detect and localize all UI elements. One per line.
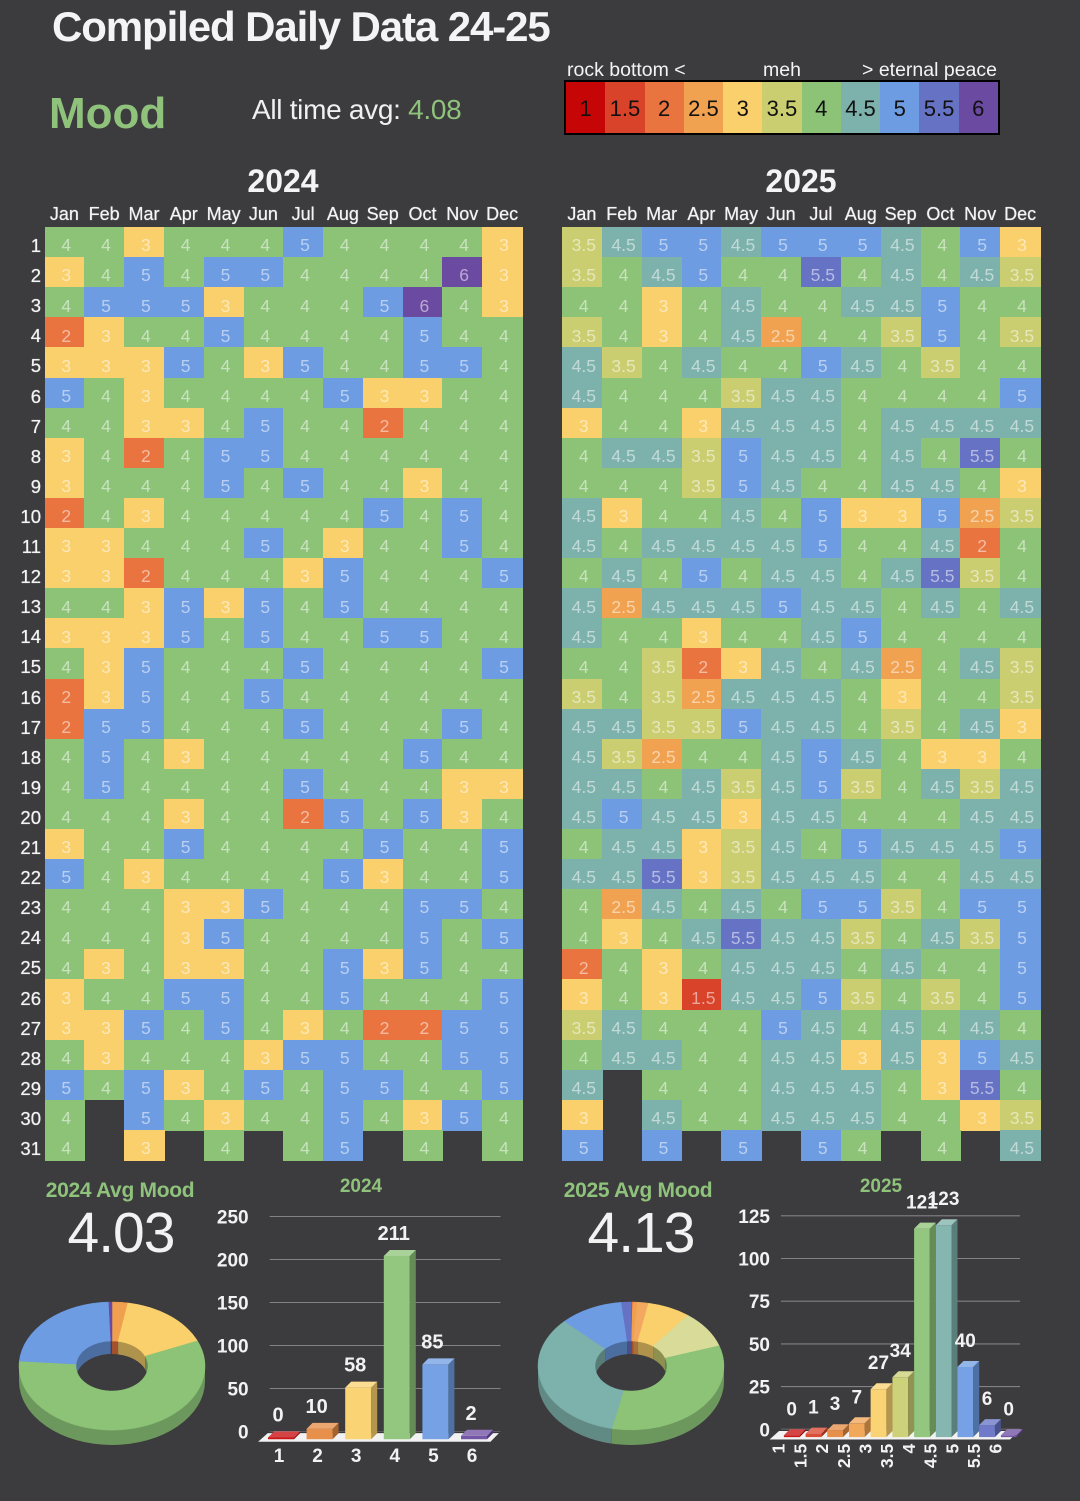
- svg-text:85: 85: [421, 1331, 443, 1353]
- svg-text:1: 1: [274, 1446, 285, 1467]
- svg-text:2.5: 2.5: [834, 1444, 854, 1469]
- svg-text:3.5: 3.5: [877, 1444, 897, 1469]
- svg-text:50: 50: [227, 1380, 248, 1401]
- svg-text:125: 125: [738, 1207, 770, 1228]
- svg-text:0: 0: [786, 1399, 797, 1420]
- svg-text:0: 0: [238, 1423, 249, 1444]
- svg-text:3: 3: [830, 1394, 841, 1415]
- svg-text:40: 40: [955, 1331, 976, 1352]
- svg-text:3: 3: [351, 1446, 362, 1467]
- svg-text:2024 Avg Mood: 2024 Avg Mood: [46, 1179, 195, 1202]
- svg-text:123: 123: [928, 1189, 960, 1210]
- svg-text:2024: 2024: [340, 1176, 383, 1197]
- svg-text:5.5: 5.5: [964, 1444, 984, 1469]
- svg-text:27: 27: [868, 1353, 889, 1374]
- svg-text:3: 3: [856, 1444, 876, 1454]
- svg-text:58: 58: [344, 1355, 366, 1377]
- svg-text:1: 1: [769, 1444, 789, 1454]
- svg-text:2025 Avg Mood: 2025 Avg Mood: [564, 1179, 713, 1202]
- svg-text:6: 6: [982, 1389, 993, 1410]
- svg-text:1.5: 1.5: [790, 1444, 810, 1469]
- svg-text:150: 150: [217, 1294, 249, 1315]
- svg-text:0: 0: [1003, 1399, 1014, 1420]
- svg-text:100: 100: [738, 1250, 770, 1271]
- svg-text:4: 4: [390, 1446, 401, 1467]
- svg-text:1: 1: [808, 1398, 819, 1419]
- svg-text:250: 250: [217, 1208, 249, 1229]
- svg-text:7: 7: [852, 1387, 863, 1408]
- svg-text:6: 6: [467, 1446, 478, 1467]
- svg-text:34: 34: [890, 1341, 912, 1362]
- svg-text:100: 100: [217, 1337, 249, 1358]
- svg-text:0: 0: [272, 1405, 283, 1427]
- svg-text:2025: 2025: [860, 1176, 903, 1197]
- svg-text:6: 6: [986, 1444, 1006, 1454]
- svg-text:5: 5: [428, 1446, 439, 1467]
- svg-text:211: 211: [378, 1223, 410, 1245]
- svg-text:50: 50: [749, 1335, 770, 1356]
- svg-text:25: 25: [749, 1378, 771, 1399]
- svg-text:4.13: 4.13: [588, 1201, 695, 1265]
- svg-text:4.03: 4.03: [68, 1201, 175, 1265]
- svg-text:121: 121: [906, 1193, 938, 1214]
- svg-text:75: 75: [749, 1292, 771, 1313]
- svg-text:0: 0: [759, 1420, 770, 1441]
- svg-text:2: 2: [812, 1444, 832, 1454]
- svg-text:4: 4: [899, 1444, 919, 1454]
- svg-text:2: 2: [465, 1403, 476, 1425]
- svg-text:5: 5: [942, 1444, 962, 1454]
- svg-text:4.5: 4.5: [921, 1444, 941, 1469]
- svg-text:10: 10: [305, 1396, 327, 1418]
- svg-text:2: 2: [312, 1446, 323, 1467]
- svg-text:200: 200: [217, 1251, 249, 1272]
